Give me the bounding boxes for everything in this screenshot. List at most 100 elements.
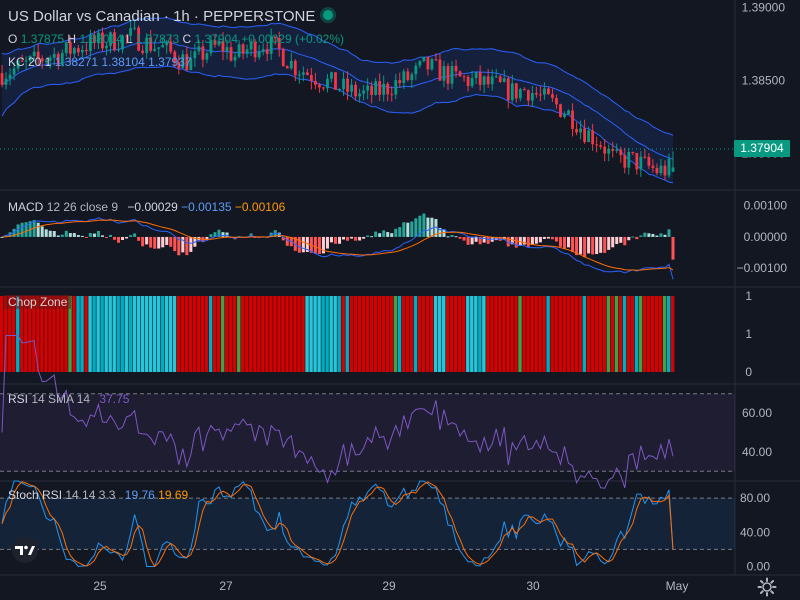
- chop-zone-bar: [60, 296, 64, 372]
- candle-body: [221, 40, 225, 52]
- chop-axis-tick: 1: [745, 327, 752, 341]
- chop-zone-bar: [454, 296, 458, 372]
- chop-zone-bar: [530, 296, 534, 372]
- macd-histogram-bar: [129, 235, 133, 237]
- macd-legend[interactable]: MACD 12 26 close 9 −0.00029 −0.00135 −0.…: [8, 200, 285, 214]
- chop-zone-bar: [120, 296, 124, 372]
- chop-zone-bar: [622, 296, 627, 372]
- candle-body: [663, 165, 667, 176]
- macd-histogram-bar: [643, 232, 647, 237]
- macd-histogram-bar: [386, 232, 390, 237]
- chop-legend[interactable]: Chop Zone: [4, 295, 72, 309]
- chop-zone-bar: [542, 296, 546, 372]
- chop-zone-bar: [269, 296, 273, 372]
- candle-body: [28, 56, 32, 61]
- candle-body: [374, 81, 378, 95]
- candle-body: [534, 93, 538, 95]
- candle-body: [382, 83, 386, 95]
- candle-body: [289, 60, 293, 69]
- candle-body: [322, 87, 325, 89]
- rsi-legend[interactable]: RSI 14 SMA 14 37.75: [8, 392, 129, 406]
- rsi-params: 14 SMA 14: [31, 392, 91, 406]
- macd-histogram-bar: [121, 236, 125, 240]
- chop-zone-bar: [48, 296, 52, 372]
- macd-histogram-bar: [76, 235, 80, 237]
- macd-histogram-bar: [534, 236, 538, 244]
- kc-legend[interactable]: KC 20 1 1.38271 1.38104 1.37937: [8, 55, 192, 69]
- candle-body: [466, 76, 470, 87]
- candle-body: [623, 155, 627, 168]
- macd-histogram-bar: [623, 236, 627, 246]
- chop-zone-bar: [482, 296, 486, 372]
- chop-zone-bar: [634, 296, 639, 372]
- candle-body: [261, 49, 265, 52]
- candle-body: [80, 49, 84, 53]
- stoch-legend[interactable]: Stoch RSI 14 14 3 3 19.76 19.69: [8, 488, 188, 502]
- candle-body: [97, 32, 100, 43]
- macd-histogram-bar: [655, 235, 659, 237]
- macd-histogram-bar: [28, 221, 32, 237]
- ohlc-legend: O 1.37875 H 1.38014 L 1.37873 C 1.37904 …: [8, 32, 344, 46]
- chop-zone-bar: [658, 296, 663, 372]
- chop-zone-bar: [28, 296, 32, 372]
- high-value: 1.38014: [79, 32, 123, 46]
- chop-zone-bar: [253, 296, 257, 372]
- candle-body: [20, 60, 24, 62]
- candle-body: [313, 80, 317, 85]
- chop-zone-bar: [650, 296, 655, 372]
- chop-zone-bar: [417, 296, 422, 372]
- chop-zone-bar: [570, 296, 574, 372]
- chop-zone-bar: [8, 296, 12, 372]
- candle-body: [571, 110, 574, 129]
- candle-body: [153, 48, 157, 51]
- gear-icon[interactable]: [757, 577, 777, 597]
- candle-body: [627, 151, 631, 168]
- chop-zone-bar: [433, 296, 438, 372]
- candle-body: [32, 51, 36, 57]
- chop-zone-bar: [188, 296, 193, 372]
- macd-histogram-bar: [96, 230, 100, 237]
- candle-body: [510, 83, 514, 101]
- candle-body: [257, 51, 261, 58]
- chop-zone-bar: [389, 296, 394, 372]
- macd-histogram-bar: [374, 231, 378, 237]
- macd-histogram-bar: [72, 233, 76, 237]
- chop-zone-bar: [470, 296, 474, 372]
- chop-zone-bar: [385, 296, 390, 372]
- stoch-axis-tick: 0.00: [747, 559, 771, 573]
- tradingview-logo-icon[interactable]: [8, 536, 42, 564]
- macd-histogram-bar: [667, 229, 671, 237]
- macd-histogram-bar: [542, 236, 546, 239]
- macd-histogram-bar: [64, 230, 68, 237]
- macd-histogram-bar: [153, 236, 157, 249]
- chop-zone-bar: [301, 296, 305, 372]
- macd-histogram-bar: [454, 236, 458, 238]
- chop-zone-bar: [458, 296, 462, 372]
- candle-body: [470, 78, 474, 87]
- candle-body: [177, 62, 181, 69]
- chop-zone-bar: [498, 296, 502, 372]
- candle-body: [567, 110, 570, 115]
- candle-body: [370, 85, 374, 95]
- macd-histogram-bar: [117, 236, 121, 243]
- chop-axis-tick: 0: [745, 365, 752, 379]
- chop-zone-bar: [4, 296, 8, 372]
- candle-body: [217, 40, 221, 45]
- chop-zone-bar: [72, 296, 76, 372]
- macd-histogram-bar: [100, 235, 104, 237]
- chop-zone-bar: [80, 296, 84, 372]
- symbol-title[interactable]: US Dollar vs Canadian · 1h · PEPPERSTONE: [8, 8, 316, 25]
- chop-zone-bar: [249, 296, 253, 372]
- chop-zone-bar: [586, 296, 591, 372]
- macd-histogram-bar: [514, 236, 518, 248]
- macd-histogram-bar: [370, 236, 374, 238]
- macd-histogram-bar: [603, 236, 607, 253]
- chop-zone-bar: [377, 296, 382, 372]
- macd-histogram-bar: [225, 232, 229, 237]
- chop-zone-bar: [662, 296, 667, 372]
- candle-body: [418, 61, 422, 66]
- macd-histogram-bar: [550, 236, 554, 240]
- chop-zone-bar: [638, 296, 643, 372]
- symbol-header[interactable]: US Dollar vs Canadian · 1h · PEPPERSTONE: [8, 8, 334, 26]
